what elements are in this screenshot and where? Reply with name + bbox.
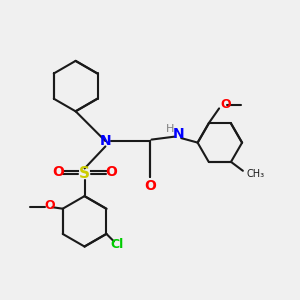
Text: O: O	[52, 165, 64, 179]
Text: O: O	[220, 98, 231, 111]
Text: O: O	[105, 165, 117, 179]
Text: O: O	[45, 199, 55, 212]
Text: N: N	[100, 134, 111, 148]
Text: CH₃: CH₃	[246, 169, 265, 179]
Text: O: O	[144, 179, 156, 193]
Text: N: N	[172, 127, 184, 141]
Text: Cl: Cl	[110, 238, 124, 251]
Text: S: S	[79, 166, 90, 181]
Text: H: H	[166, 124, 174, 134]
